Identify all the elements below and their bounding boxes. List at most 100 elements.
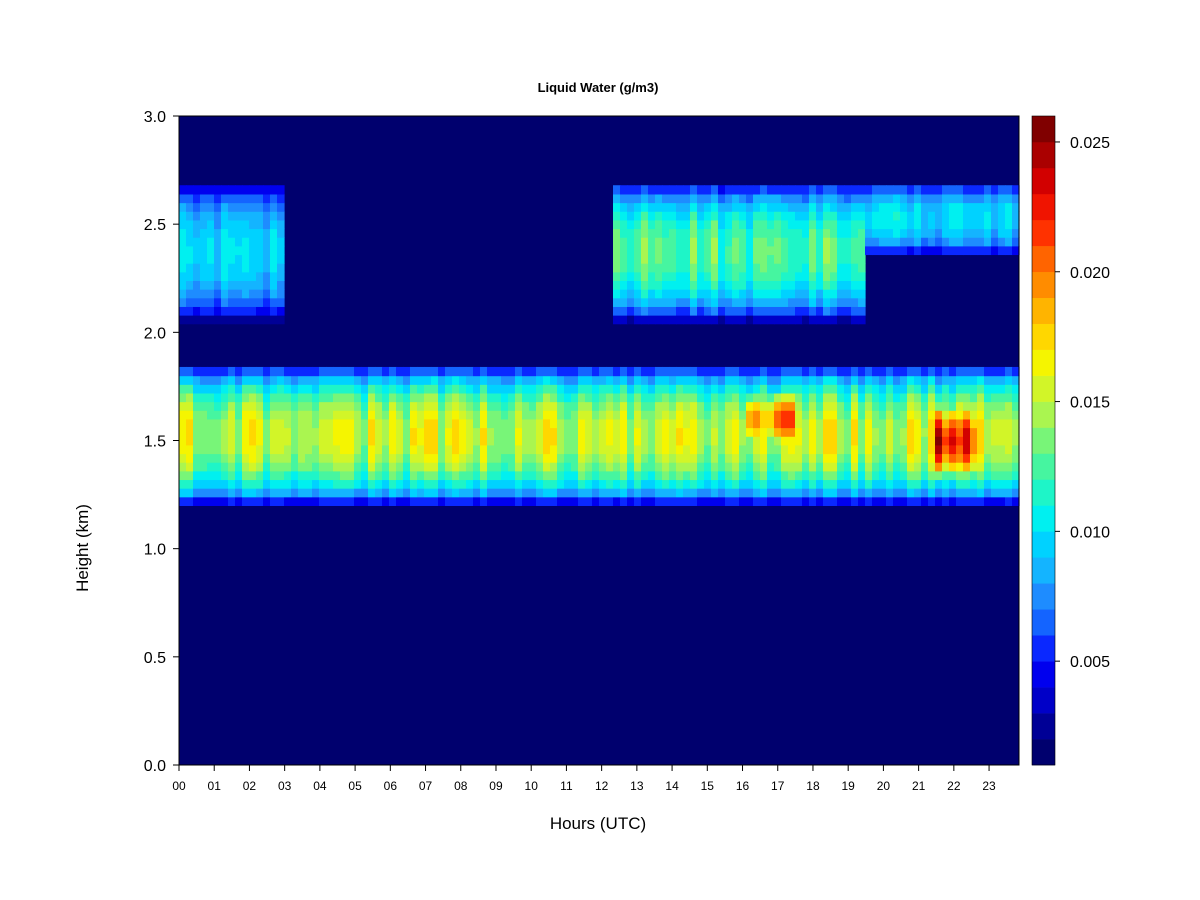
heatmap-cell [228, 392, 236, 403]
heatmap-cell [823, 202, 831, 212]
heatmap-cell [697, 418, 705, 429]
heatmap-cell [620, 193, 628, 204]
heatmap-cell [312, 444, 320, 455]
heatmap-cell [984, 228, 992, 238]
heatmap-cell [354, 479, 362, 489]
heatmap-cell [634, 306, 642, 316]
heatmap-cell [662, 366, 670, 377]
heatmap-cell [963, 410, 971, 420]
heatmap-cell [690, 444, 698, 455]
heatmap-cell [648, 297, 656, 307]
heatmap-cell [368, 366, 376, 377]
heatmap-cell [739, 479, 747, 489]
heatmap-cell [613, 297, 621, 307]
heatmap-cell [277, 245, 285, 256]
heatmap-cell [816, 470, 824, 481]
heatmap-cell [823, 211, 831, 221]
heatmap-cell [984, 219, 992, 230]
heatmap-cell [291, 410, 299, 420]
heatmap-cell [319, 496, 327, 506]
heatmap-cell [655, 375, 663, 385]
heatmap-cell [221, 462, 229, 472]
x-tick-label: 12 [595, 779, 609, 793]
heatmap-cell [725, 410, 733, 420]
heatmap-cell [333, 470, 341, 481]
heatmap-cell [270, 366, 278, 377]
heatmap-cell [795, 401, 803, 411]
heatmap-cell [809, 462, 817, 472]
heatmap-cell [928, 462, 936, 472]
heatmap-cell [256, 427, 264, 437]
heatmap-cell [718, 410, 726, 420]
heatmap-cell [487, 366, 495, 377]
heatmap-cell [606, 453, 614, 463]
heatmap-cell [536, 401, 544, 411]
heatmap-cell [263, 392, 271, 403]
heatmap-cell [221, 297, 229, 307]
heatmap-cell [669, 392, 677, 403]
heatmap-cell [921, 185, 929, 195]
heatmap-cell [683, 462, 691, 472]
heatmap-cell [613, 211, 621, 221]
heatmap-cell [480, 462, 488, 472]
heatmap-cell [529, 418, 537, 429]
heatmap-cell [529, 496, 537, 506]
heatmap-cell [515, 366, 523, 377]
heatmap-cell [697, 228, 705, 238]
heatmap-cell [907, 202, 915, 212]
heatmap-cell [347, 410, 355, 420]
heatmap-cell [935, 228, 943, 238]
heatmap-cell [802, 401, 810, 411]
heatmap-cell [529, 410, 537, 420]
heatmap-cell [781, 193, 789, 204]
heatmap-cell [725, 470, 733, 481]
heatmap-cell [354, 488, 362, 498]
heatmap-cell [830, 470, 838, 481]
heatmap-cell [319, 366, 327, 377]
heatmap-cell [774, 271, 782, 282]
heatmap-cell [760, 366, 768, 377]
heatmap-cell [277, 470, 285, 481]
heatmap-cell [200, 254, 208, 264]
heatmap-cell [186, 280, 194, 290]
heatmap-cell [235, 263, 243, 273]
colorbar-swatch [1032, 505, 1055, 532]
heatmap-cell [382, 384, 390, 394]
heatmap-cell [298, 427, 306, 437]
heatmap-cell [200, 401, 208, 411]
heatmap-cell [774, 202, 782, 212]
heatmap-cell [739, 496, 747, 506]
heatmap-cell [1005, 375, 1013, 385]
heatmap-cell [270, 306, 278, 316]
heatmap-cell [536, 427, 544, 437]
heatmap-cell [697, 211, 705, 221]
heatmap-cell [732, 211, 740, 221]
heatmap-cell [886, 245, 894, 256]
heatmap-cell [858, 427, 866, 437]
heatmap-cell [788, 436, 796, 446]
heatmap-cell [221, 185, 229, 195]
heatmap-cell [277, 427, 285, 437]
heatmap-cell [655, 297, 663, 307]
x-tick-label: 01 [208, 779, 222, 793]
heatmap-cell [235, 462, 243, 472]
heatmap-cell [802, 384, 810, 394]
heatmap-cell [970, 436, 978, 446]
heatmap-cell [781, 254, 789, 264]
heatmap-cell [221, 306, 229, 316]
heatmap-cell [424, 470, 432, 481]
heatmap-cell [872, 496, 880, 506]
heatmap-cell [417, 470, 425, 481]
heatmap-cell [865, 462, 873, 472]
heatmap-cell [641, 427, 649, 437]
heatmap-cell [634, 427, 642, 437]
heatmap-cell [872, 384, 880, 394]
heatmap-cell [445, 436, 453, 446]
heatmap-cell [319, 418, 327, 429]
heatmap-cell [725, 211, 733, 221]
heatmap-cell [816, 254, 824, 264]
heatmap-cell [907, 427, 915, 437]
heatmap-cell [585, 418, 593, 429]
heatmap-cell [858, 306, 866, 316]
heatmap-cell [501, 488, 509, 498]
